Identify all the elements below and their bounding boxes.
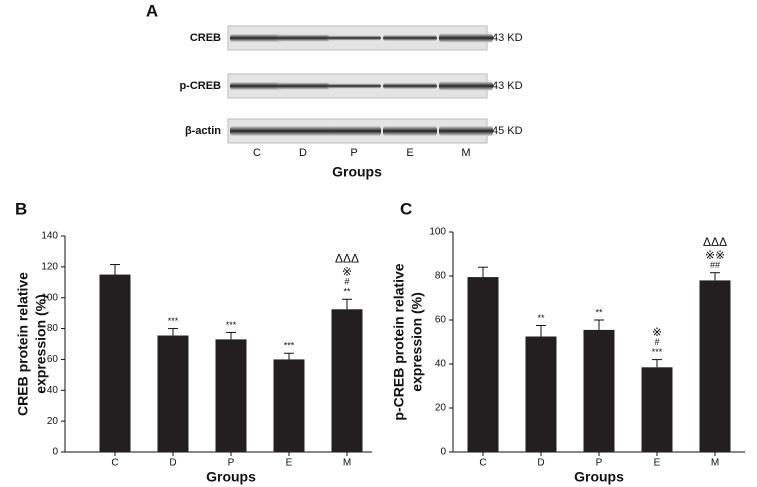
significance-mark: **: [595, 307, 603, 317]
x-tick-label: D: [537, 458, 544, 469]
y-tick-label: 100: [41, 292, 58, 303]
blot-band: [383, 35, 437, 41]
significance-mark: ***: [652, 347, 663, 357]
significance-mark: ***: [284, 341, 295, 351]
significance-mark: ※: [342, 264, 352, 278]
blot-band: [439, 33, 493, 43]
significance-mark: **: [343, 287, 351, 297]
bar: [583, 329, 615, 452]
blot-row-label: CREB: [190, 32, 221, 44]
blot-size-label: 43 KD: [492, 80, 523, 92]
blot-band: [276, 34, 330, 42]
blot-band: [230, 126, 284, 136]
y-tick-label: 80: [47, 323, 59, 334]
blot-xlabel: Groups: [332, 164, 382, 180]
blot-band: [230, 82, 284, 90]
significance-mark: ***: [226, 320, 237, 330]
y-tick-label: 80: [435, 271, 447, 282]
y-axis-label: expression (%): [409, 292, 425, 392]
y-tick-label: 0: [440, 447, 446, 458]
blot-row-label: p-CREB: [179, 80, 221, 92]
y-tick-label: 0: [52, 447, 58, 458]
bar: [157, 335, 189, 452]
bar: [467, 277, 499, 452]
x-axis-label: Groups: [206, 469, 256, 485]
panel-label: B: [15, 199, 27, 218]
blot-band: [383, 83, 437, 89]
x-tick-label: P: [596, 458, 603, 469]
blot-band: [439, 126, 493, 136]
significance-mark: **: [537, 313, 545, 323]
bar: [99, 274, 131, 452]
bar: [641, 367, 673, 452]
significance-mark: ※※: [705, 248, 725, 262]
y-tick-label: 40: [47, 385, 59, 396]
y-tick-label: 40: [435, 359, 447, 370]
lane-label: P: [350, 147, 357, 159]
x-axis-label: Groups: [574, 469, 624, 485]
panel-label: A: [146, 1, 158, 20]
x-tick-label: P: [228, 458, 235, 469]
y-tick-label: 60: [47, 354, 59, 365]
y-axis-label: p-CREB protein relative: [391, 263, 407, 420]
blot-band: [439, 81, 493, 91]
significance-mark: ※: [652, 325, 662, 339]
bar: [273, 359, 305, 452]
blot-size-label: 43 KD: [492, 32, 523, 44]
x-tick-label: D: [169, 458, 176, 469]
x-tick-label: M: [711, 458, 719, 469]
blot-band: [327, 126, 381, 136]
x-tick-label: M: [343, 458, 351, 469]
y-tick-label: 20: [435, 403, 447, 414]
y-tick-label: 60: [435, 315, 447, 326]
significance-mark: ***: [168, 316, 179, 326]
bar: [525, 336, 557, 452]
blot-band: [327, 35, 381, 41]
y-tick-label: 100: [429, 227, 446, 238]
blot-band: [276, 82, 330, 90]
y-axis-label: CREB protein relative: [15, 272, 31, 416]
lane-label: M: [461, 147, 470, 159]
x-tick-label: E: [654, 458, 661, 469]
y-tick-label: 20: [47, 416, 59, 427]
x-tick-label: C: [479, 458, 486, 469]
blot-row-label: β-actin: [185, 125, 221, 137]
significance-mark: #: [654, 337, 659, 347]
x-tick-label: E: [286, 458, 293, 469]
x-tick-label: C: [111, 458, 118, 469]
blot-band: [276, 126, 330, 136]
lane-label: C: [253, 147, 261, 159]
bar: [699, 280, 731, 452]
y-axis-label: expression (%): [33, 294, 49, 394]
significance-mark: ΔΔΔ: [335, 251, 359, 265]
bar: [331, 309, 363, 452]
y-tick-label: 140: [41, 231, 58, 242]
significance-mark: #: [344, 277, 349, 287]
blot-band: [327, 83, 381, 89]
significance-mark: ΔΔΔ: [703, 235, 727, 249]
bar: [215, 339, 247, 452]
lane-label: E: [406, 147, 413, 159]
significance-mark: ##: [710, 260, 720, 270]
blot-band: [230, 34, 284, 42]
blot-size-label: 45 KD: [492, 125, 523, 137]
panel-label: C: [400, 199, 412, 218]
lane-label: D: [299, 147, 307, 159]
y-tick-label: 120: [41, 261, 58, 272]
blot-band: [383, 126, 437, 136]
